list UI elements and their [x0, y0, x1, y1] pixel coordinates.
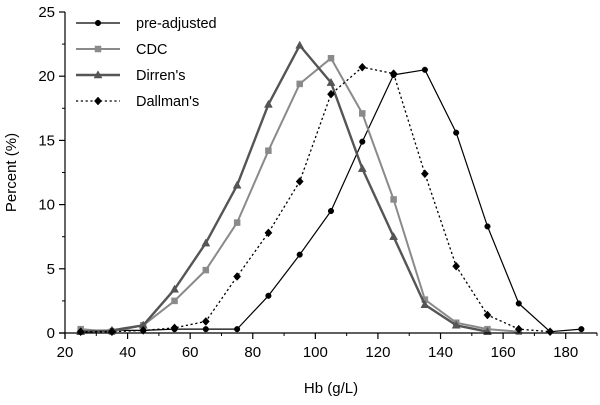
- data-point: [265, 292, 272, 299]
- data-point: [390, 196, 397, 203]
- data-point: [201, 317, 210, 326]
- data-point: [170, 323, 179, 333]
- data-point: [296, 251, 303, 258]
- x-tick-label: 160: [491, 344, 516, 361]
- data-point: [296, 80, 303, 88]
- legend-item: CDC: [76, 42, 167, 58]
- data-point: [232, 180, 242, 189]
- data-point: [295, 40, 305, 49]
- y-tick-label: 10: [38, 197, 55, 214]
- series-line: [80, 66, 551, 333]
- data-point: [327, 89, 335, 99]
- data-point: [76, 327, 85, 337]
- data-point: [202, 266, 210, 274]
- data-point: [359, 110, 366, 117]
- data-point: [233, 272, 242, 281]
- data-point: [389, 231, 399, 240]
- legend-item: Dallman's: [76, 94, 199, 110]
- data-point: [295, 177, 304, 186]
- data-point: [420, 169, 429, 179]
- x-tick-label: 100: [303, 344, 328, 361]
- data-point: [171, 297, 178, 305]
- x-tick-label: 180: [553, 344, 578, 361]
- data-point: [546, 327, 554, 337]
- data-point: [515, 300, 522, 307]
- x-tick-label: 120: [365, 344, 390, 361]
- data-point: [359, 138, 366, 145]
- data-point: [453, 129, 460, 136]
- x-tick-label: 40: [119, 344, 136, 361]
- x-tick-label: 80: [244, 344, 261, 361]
- series-line: [80, 44, 488, 333]
- y-tick-label: 0: [47, 325, 55, 342]
- data-point: [484, 223, 491, 230]
- y-axis-title: Percent (%): [3, 133, 20, 212]
- x-tick-label: 20: [57, 344, 74, 361]
- data-point: [421, 66, 428, 73]
- data-point: [420, 300, 430, 309]
- data-point: [327, 207, 335, 215]
- data-point: [451, 320, 461, 329]
- data-point: [108, 327, 116, 337]
- legend-item: Dirren's: [76, 68, 186, 84]
- data-point: [326, 77, 336, 86]
- x-tick-label: 140: [428, 344, 453, 361]
- legend-item: pre-adjusted: [76, 16, 217, 32]
- y-tick-label: 25: [38, 4, 55, 21]
- data-point: [483, 310, 492, 320]
- y-tick-label: 5: [47, 261, 55, 278]
- plot-area: [76, 40, 585, 337]
- data-point: [389, 69, 398, 79]
- legend-label: pre-adjusted: [136, 16, 217, 32]
- data-point: [234, 326, 241, 333]
- data-point: [265, 147, 272, 154]
- legend-marker: [94, 96, 102, 106]
- series-3: [76, 40, 492, 335]
- legend-label: CDC: [136, 42, 167, 58]
- axes: 20 40 60 80 100 120 140 160 180 0 5 10 15 20 25: [38, 4, 598, 361]
- data-point: [327, 54, 335, 62]
- data-point: [202, 326, 209, 333]
- y-tick-label: 15: [38, 132, 55, 149]
- y-tick-label: 20: [38, 68, 55, 85]
- legend: pre-adjusted CDC Dirren's Dallman's: [76, 16, 217, 110]
- legend-marker: [93, 70, 103, 79]
- legend-label: Dallman's: [136, 94, 199, 110]
- data-point: [201, 238, 211, 247]
- data-point: [358, 62, 367, 72]
- legend-label: Dirren's: [136, 68, 186, 84]
- data-point: [233, 219, 241, 226]
- series-4: [76, 62, 554, 337]
- x-tick-label: 60: [182, 344, 199, 361]
- data-point: [452, 261, 461, 271]
- data-point: [578, 326, 585, 333]
- legend-marker: [94, 45, 102, 53]
- legend-marker: [94, 19, 102, 27]
- data-point: [170, 284, 179, 293]
- data-point: [357, 163, 367, 172]
- data-point: [264, 228, 273, 238]
- x-axis-title: Hb (g/L): [304, 380, 358, 397]
- data-point: [263, 99, 273, 108]
